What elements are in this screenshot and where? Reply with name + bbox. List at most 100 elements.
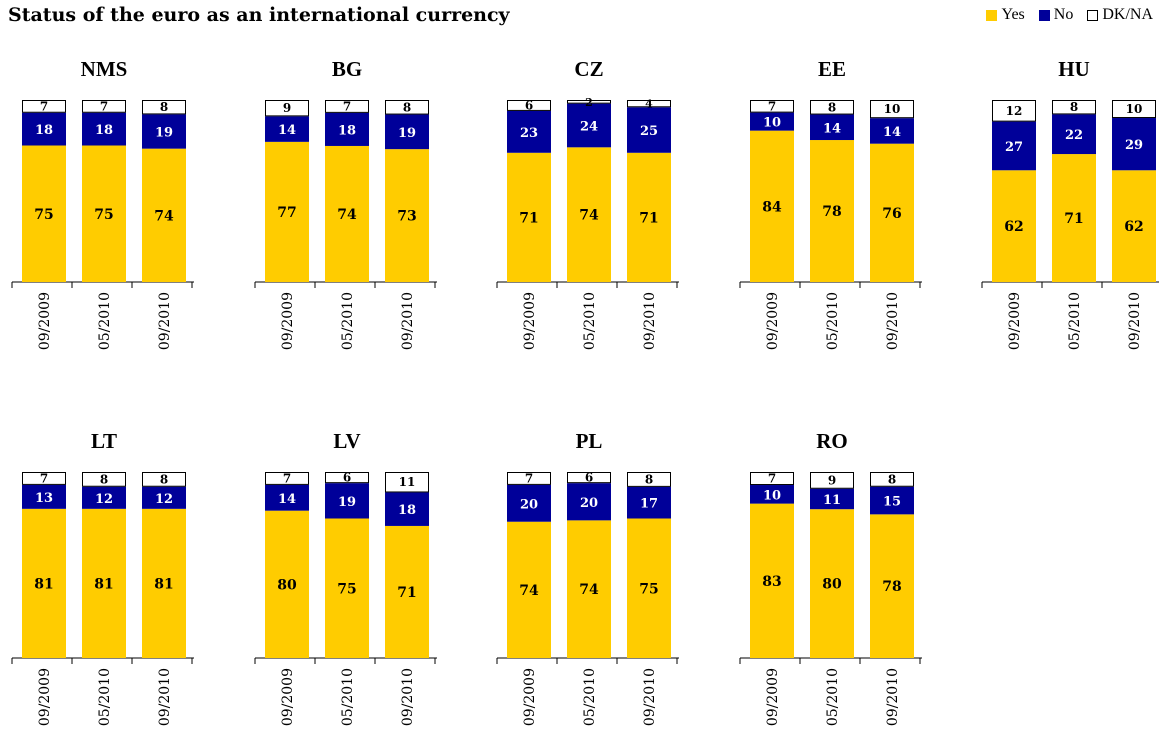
- bar-segment-dkna: [22, 100, 66, 113]
- stacked-bar: 74 20 6: [567, 471, 611, 658]
- bar-segment-yes: [750, 130, 794, 282]
- bar-value-no: 13: [35, 491, 53, 506]
- bar-segment-dkna: [870, 100, 914, 119]
- legend-label-yes: Yes: [1001, 6, 1025, 23]
- stacked-bar: 75 17 8: [627, 472, 671, 658]
- x-tick-label: 05/2010: [97, 292, 113, 350]
- bar-value-no: 15: [883, 495, 901, 510]
- stacked-bar: 83 10 7: [750, 472, 794, 658]
- bar-segment-yes: [385, 149, 429, 282]
- bar-segment-no: [385, 114, 429, 150]
- x-tick-label: 09/2010: [885, 292, 901, 350]
- bar-segment-yes: [142, 148, 186, 282]
- x-tick-label: 09/2010: [1127, 292, 1143, 350]
- bar-segment-dkna: [750, 472, 794, 486]
- stacked-bar: 77 14 9: [265, 100, 309, 282]
- stacked-bar: 71 18 11: [385, 472, 429, 658]
- bar-segment-no: [870, 118, 914, 144]
- bar-segment-dkna: [385, 472, 429, 493]
- bar-segment-no: [810, 114, 854, 141]
- bar-segment-no: [82, 486, 126, 509]
- bar-value-yes: 80: [277, 577, 297, 593]
- legend-item-no: No: [1038, 6, 1073, 24]
- bar-segment-no: [22, 484, 66, 509]
- bar-segment-dkna: [810, 472, 854, 489]
- bar-segment-yes: [1052, 154, 1096, 282]
- bar-value-dkna: 10: [884, 102, 901, 116]
- stacked-bar: 74 19 8: [142, 100, 186, 282]
- x-tick-label: 09/2010: [157, 668, 173, 726]
- x-tick-label: 05/2010: [340, 292, 356, 350]
- legend-label-dkna: DK/NA: [1102, 6, 1153, 23]
- bar-segment-dkna: [750, 100, 794, 113]
- bar-segment-dkna: [992, 100, 1036, 122]
- bar-value-dkna: 7: [40, 99, 48, 113]
- bar-segment-dkna: [142, 100, 186, 115]
- stacked-bar: 74 18 7: [325, 99, 369, 282]
- bar-segment-no: [750, 112, 794, 131]
- bar-value-yes: 71: [519, 210, 538, 226]
- bar-segment-no: [325, 483, 369, 519]
- bar-value-yes: 84: [762, 199, 782, 215]
- bar-value-no: 10: [763, 116, 781, 131]
- bar-value-no: 14: [823, 121, 841, 136]
- stacked-bar: 78 14 8: [810, 100, 854, 282]
- bar-value-dkna: 7: [343, 99, 351, 113]
- panel-hu: HU 62 27 12 09/2009 71 22 8 05/2010 62 29 10 09/2010: [981, 57, 1159, 350]
- bar-value-no: 14: [278, 123, 296, 138]
- bar-segment-dkna: [325, 472, 369, 484]
- bar-segment-yes: [870, 514, 914, 658]
- bar-value-dkna: 9: [283, 101, 291, 115]
- bar-value-yes: 71: [639, 210, 658, 226]
- bar-segment-no: [870, 486, 914, 515]
- bar-segment-dkna: [82, 472, 126, 487]
- bar-segment-dkna: [870, 472, 914, 487]
- bar-value-dkna: 2: [585, 96, 593, 109]
- stacked-bar: 80 11 9: [810, 472, 854, 658]
- bar-segment-yes: [325, 145, 369, 282]
- legend: Yes No DK/NA: [986, 6, 1153, 24]
- bar-value-dkna: 8: [645, 472, 653, 486]
- bar-segment-no: [750, 485, 794, 504]
- bar-value-dkna: 8: [403, 100, 411, 114]
- panel-lv: LV 80 14 7 09/2009 75 19 6 05/2010 71 18 11 09/2010: [254, 429, 437, 726]
- panel-bg: BG 77 14 9 09/2009 74 18 7 05/2010 73 19 8 09/2010: [254, 57, 437, 350]
- bar-value-dkna: 8: [888, 472, 896, 486]
- bar-value-yes: 75: [337, 581, 356, 597]
- bar-segment-no: [992, 121, 1036, 171]
- stacked-bar: 74 20 7: [507, 471, 551, 658]
- stacked-bar: 71 25 4: [627, 98, 671, 282]
- bar-segment-no: [810, 488, 854, 510]
- bar-segment-no: [1112, 118, 1156, 171]
- bar-value-yes: 81: [94, 576, 113, 592]
- x-tick-label: 05/2010: [582, 292, 598, 350]
- stacked-bar: 84 10 7: [750, 99, 794, 282]
- stacked-bar: 71 22 8: [1052, 100, 1096, 282]
- bar-value-dkna: 10: [1126, 102, 1143, 116]
- bar-segment-no: [627, 107, 671, 153]
- panel-ee: EE 84 10 7 09/2009 78 14 8 05/2010 76 14 10 09/2010: [739, 57, 922, 350]
- bar-segment-yes: [82, 508, 126, 658]
- x-tick-label: 05/2010: [825, 292, 841, 350]
- bar-value-dkna: 8: [1070, 100, 1078, 114]
- stacked-bar: 81 12 8: [142, 472, 186, 658]
- legend-swatch-yes: [986, 9, 998, 21]
- bar-value-yes: 74: [337, 207, 357, 223]
- bar-segment-dkna: [142, 472, 186, 487]
- bar-value-dkna: 6: [585, 471, 593, 485]
- bar-segment-no: [567, 483, 611, 521]
- bar-value-no: 14: [883, 125, 901, 140]
- x-tick-label: 09/2010: [157, 292, 173, 350]
- bar-value-no: 19: [155, 126, 173, 141]
- bar-segment-yes: [992, 170, 1036, 282]
- bar-value-no: 18: [398, 503, 416, 518]
- stacked-bar: 74 24 2: [567, 96, 611, 282]
- bar-segment-no: [385, 492, 429, 526]
- bar-segment-no: [82, 112, 126, 146]
- bar-value-dkna: 6: [343, 471, 351, 485]
- bar-segment-no: [1052, 114, 1096, 155]
- bar-segment-dkna: [265, 472, 309, 485]
- x-tick-label: 09/2010: [400, 668, 416, 726]
- bar-value-dkna: 7: [40, 471, 48, 485]
- bar-segment-no: [627, 486, 671, 519]
